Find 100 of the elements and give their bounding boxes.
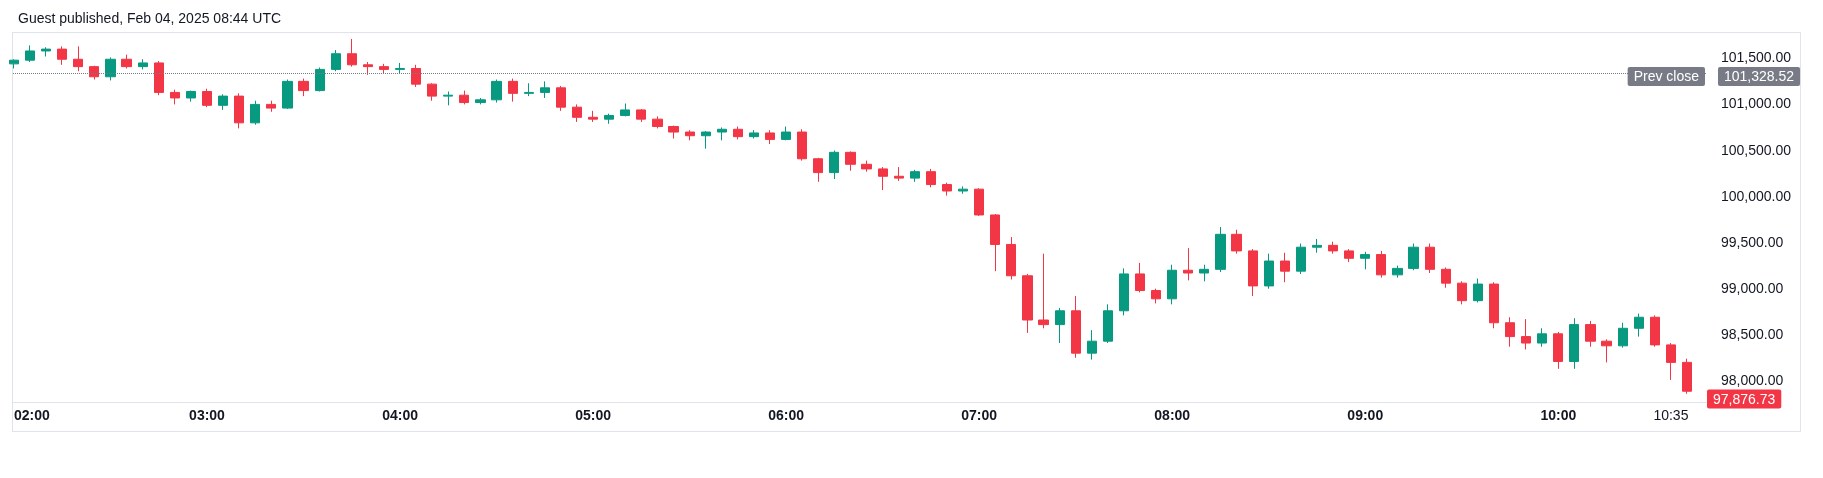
candlestick bbox=[1006, 236, 1016, 280]
candlestick bbox=[459, 90, 469, 105]
candlestick bbox=[89, 65, 99, 81]
y-tick-label: 101,500.00 bbox=[1721, 49, 1792, 66]
candlestick bbox=[1151, 288, 1161, 304]
y-tick-label: 98,500.00 bbox=[1721, 325, 1784, 342]
candlestick bbox=[668, 125, 679, 139]
candlestick bbox=[1553, 331, 1563, 370]
candlestick bbox=[154, 60, 164, 96]
candlestick bbox=[1585, 320, 1596, 348]
candlestick bbox=[974, 187, 984, 217]
candlestick bbox=[572, 103, 582, 123]
candlestick bbox=[1473, 278, 1483, 303]
candlestick bbox=[1457, 280, 1467, 305]
candlestick bbox=[1425, 243, 1435, 274]
candlestick bbox=[749, 129, 759, 139]
candlestick bbox=[829, 149, 839, 180]
candlestick bbox=[170, 89, 180, 105]
candlestick bbox=[57, 45, 67, 66]
candlestick bbox=[1022, 273, 1033, 334]
candlestick bbox=[685, 129, 695, 141]
candlestick bbox=[845, 150, 856, 172]
x-tick-label: 10:00 bbox=[1540, 407, 1577, 423]
candlestick bbox=[524, 82, 534, 97]
candlestick bbox=[926, 168, 936, 188]
candlestick bbox=[1199, 264, 1209, 282]
candlestick bbox=[797, 128, 807, 162]
candlestick bbox=[1135, 262, 1145, 293]
candlestick bbox=[218, 93, 228, 111]
candlestick bbox=[556, 85, 566, 112]
x-tick-label: 07:00 bbox=[961, 407, 998, 423]
x-tick-label: 04:00 bbox=[382, 407, 419, 423]
candlestick bbox=[878, 166, 888, 191]
candlestick bbox=[1264, 253, 1274, 290]
candlestick bbox=[1103, 303, 1113, 344]
candlestick bbox=[1183, 247, 1193, 281]
candlestick bbox=[1055, 307, 1065, 344]
candlestick bbox=[1650, 314, 1660, 348]
candlestick bbox=[1634, 313, 1644, 338]
candlestick bbox=[1248, 248, 1258, 297]
candlestick bbox=[1392, 265, 1403, 279]
candlestick bbox=[121, 54, 132, 69]
candlestick bbox=[701, 130, 711, 150]
candlestick bbox=[652, 115, 663, 129]
candlestick bbox=[1618, 322, 1628, 349]
candlestick bbox=[1280, 252, 1290, 283]
candlestick bbox=[395, 62, 405, 75]
candlestick bbox=[1537, 327, 1547, 348]
candlestick bbox=[958, 185, 968, 195]
candlestick bbox=[765, 129, 775, 145]
candlestick bbox=[1071, 295, 1081, 359]
candlestick bbox=[491, 79, 502, 104]
x-tick-label: 05:00 bbox=[575, 407, 612, 423]
x-tick-label: 06:00 bbox=[768, 407, 805, 423]
candlestick bbox=[1569, 317, 1579, 370]
candlestick bbox=[1682, 358, 1692, 395]
candlestick bbox=[540, 80, 550, 99]
candlestick bbox=[347, 38, 357, 68]
candlestick bbox=[411, 64, 421, 88]
candlestick bbox=[25, 44, 35, 63]
candlestick bbox=[41, 46, 51, 57]
candlestick bbox=[781, 126, 791, 141]
x-tick-label: 09:00 bbox=[1347, 407, 1384, 423]
x-tick-label: 02:00 bbox=[13, 407, 50, 423]
candlestick bbox=[73, 45, 83, 72]
candlestick bbox=[186, 90, 196, 103]
candlestick bbox=[990, 213, 1000, 272]
candlestick bbox=[427, 82, 437, 102]
candlestick bbox=[1376, 250, 1386, 279]
candlestick bbox=[508, 78, 518, 103]
x-tick-label: 08:00 bbox=[1154, 407, 1191, 423]
candlestick bbox=[1167, 264, 1177, 305]
candlestick bbox=[894, 166, 904, 182]
candlestick bbox=[588, 110, 598, 123]
candlestick bbox=[331, 49, 341, 72]
candlestick bbox=[942, 182, 952, 197]
y-tick-label: 98,000.00 bbox=[1721, 371, 1784, 388]
candlestick bbox=[105, 56, 116, 81]
candlestick bbox=[266, 100, 276, 113]
candlestick bbox=[250, 100, 260, 126]
candlestick bbox=[282, 79, 293, 110]
candlestick bbox=[138, 58, 148, 70]
candlestick bbox=[298, 78, 309, 97]
candlestick bbox=[1489, 281, 1499, 329]
candlestick bbox=[910, 169, 920, 183]
candlestick bbox=[1038, 253, 1049, 329]
candlestick bbox=[620, 102, 630, 117]
candlestick bbox=[1344, 248, 1354, 263]
candlestick bbox=[1215, 226, 1226, 273]
candlestick bbox=[1087, 329, 1097, 361]
y-tick-label: 100,000.00 bbox=[1721, 187, 1792, 204]
candlestick bbox=[1312, 238, 1322, 254]
candlestick bbox=[1408, 243, 1419, 271]
candlestick bbox=[1296, 243, 1306, 275]
candlestick bbox=[1328, 241, 1338, 255]
candlestick bbox=[1119, 267, 1129, 316]
candlestick bbox=[1360, 251, 1370, 270]
candlestick bbox=[813, 157, 823, 183]
x-tick-label: 03:00 bbox=[189, 407, 226, 423]
ref-line-label: Prev close bbox=[1633, 68, 1700, 85]
